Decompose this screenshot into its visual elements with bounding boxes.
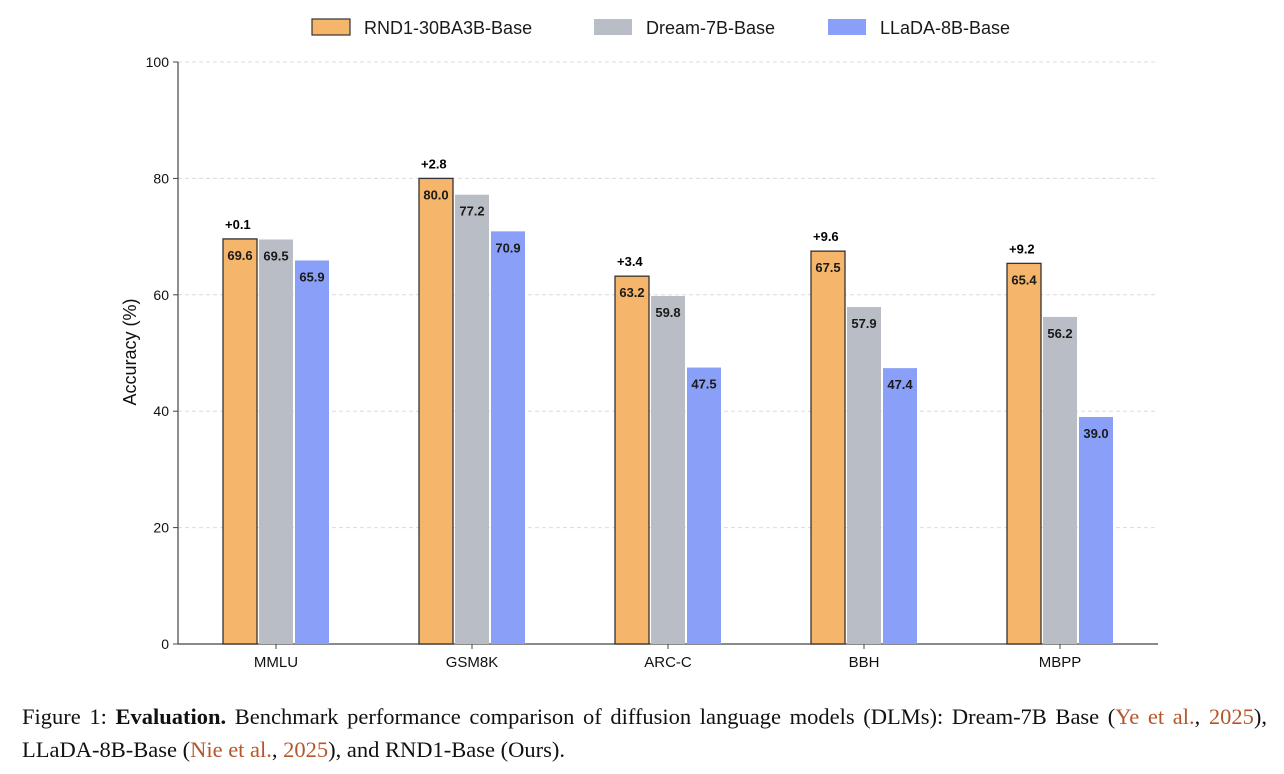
- y-tick-label: 80: [153, 170, 169, 186]
- bar-value-label: 67.5: [815, 260, 840, 275]
- y-tick-label: 0: [161, 636, 169, 652]
- x-tick-label: MMLU: [254, 654, 298, 671]
- caption-text-1: Benchmark performance comparison of diff…: [226, 704, 1116, 729]
- bar-rnd1-30ba3b-base-bbh: [810, 250, 846, 645]
- bar-value-label: 70.9: [495, 240, 520, 255]
- legend-label: Dream-7B-Base: [646, 18, 775, 38]
- bar-rnd1-30ba3b-base-arc-c: [614, 275, 650, 645]
- bar-dream-7b-base-mmlu: [259, 239, 293, 644]
- bar-value-label: 80.0: [423, 187, 448, 202]
- bar-dream-7b-base-arc-c: [651, 295, 685, 644]
- x-tick-label: BBH: [849, 654, 880, 671]
- bars: [222, 177, 1113, 645]
- figure-caption: Figure 1: Evaluation. Benchmark performa…: [22, 700, 1267, 766]
- legend-swatch: [828, 19, 866, 35]
- caption-prefix: Figure 1:: [22, 704, 116, 729]
- bar-value-label: 47.4: [887, 377, 913, 392]
- bar-llada-8b-base-mbpp: [1079, 417, 1113, 644]
- delta-annotation: +9.2: [1009, 241, 1035, 256]
- citation-link-nie-author[interactable]: Nie et al.: [190, 737, 272, 762]
- delta-annotation: +3.4: [617, 254, 643, 269]
- citation-link-ye-year[interactable]: 2025: [1208, 704, 1254, 729]
- bar-value-label: 59.8: [655, 305, 680, 320]
- bar-value-label: 57.9: [851, 316, 876, 331]
- bar-value-label: 65.9: [299, 269, 324, 284]
- axes: 0 20 40 60 80 100 MMLU GSM8K ARC-C BBH MBPP: [146, 54, 1158, 671]
- bar-llada-8b-base-gsm8k: [491, 231, 525, 644]
- y-tick-label: 20: [153, 520, 169, 536]
- caption-text-2: ), LLaDA-8B-Base (: [22, 704, 1267, 762]
- delta-annotation: +2.8: [421, 156, 447, 171]
- bar-llada-8b-base-mmlu: [295, 260, 329, 644]
- bar-value-label: 63.2: [619, 285, 644, 300]
- bar-dream-7b-base-bbh: [847, 307, 881, 644]
- bar-dream-7b-base-gsm8k: [455, 194, 489, 645]
- bar-chart: RND1-30BA3B-Base Dream-7B-Base LLaDA-8B-Ba…: [120, 18, 1158, 671]
- bar-value-label: 56.2: [1047, 326, 1072, 341]
- bar-value-label: 69.5: [263, 249, 288, 264]
- bar-labels: 69.6 69.5 65.9 +0.1 80.0 77.2 70.9 +2.8 63.2 59.8…: [225, 156, 1109, 441]
- y-axis-label: Accuracy (%): [120, 298, 140, 405]
- legend-label: RND1-30BA3B-Base: [364, 18, 532, 38]
- bar-rnd1-30ba3b-base-mmlu: [222, 238, 258, 645]
- bar-value-label: 65.4: [1011, 272, 1037, 287]
- x-tick-label: MBPP: [1039, 654, 1082, 671]
- delta-annotation: +0.1: [225, 217, 251, 232]
- y-tick-label: 100: [146, 54, 170, 70]
- legend-swatch: [594, 19, 632, 35]
- y-tick-label: 40: [153, 403, 169, 419]
- caption-sep-2: ,: [271, 737, 284, 762]
- x-tick-label: GSM8K: [446, 654, 499, 671]
- legend-swatch: [311, 18, 351, 36]
- bar-value-label: 77.2: [459, 204, 484, 219]
- caption-text-3: ), and RND1-Base (Ours).: [328, 737, 565, 762]
- bar-llada-8b-base-bbh: [883, 368, 917, 644]
- citation-link-nie-year[interactable]: 2025: [283, 737, 329, 762]
- caption-sep-1: ,: [1194, 704, 1209, 729]
- caption-bold-title: Evaluation.: [115, 704, 227, 729]
- bar-llada-8b-base-arc-c: [687, 367, 721, 644]
- y-tick-label: 60: [153, 287, 169, 303]
- legend-label: LLaDA-8B-Base: [880, 18, 1010, 38]
- bar-value-label: 69.6: [227, 248, 252, 263]
- x-tick-label: ARC-C: [644, 654, 692, 671]
- bar-rnd1-30ba3b-base-gsm8k: [418, 177, 454, 645]
- citation-link-ye-author[interactable]: Ye et al.: [1115, 704, 1195, 729]
- bar-value-label: 47.5: [691, 377, 716, 392]
- bar-rnd1-30ba3b-base-mbpp: [1006, 262, 1042, 645]
- bar-dream-7b-base-mbpp: [1043, 316, 1077, 644]
- legend: RND1-30BA3B-Base Dream-7B-Base LLaDA-8B-Ba…: [311, 18, 1010, 38]
- bar-value-label: 39.0: [1083, 426, 1108, 441]
- delta-annotation: +9.6: [813, 229, 839, 244]
